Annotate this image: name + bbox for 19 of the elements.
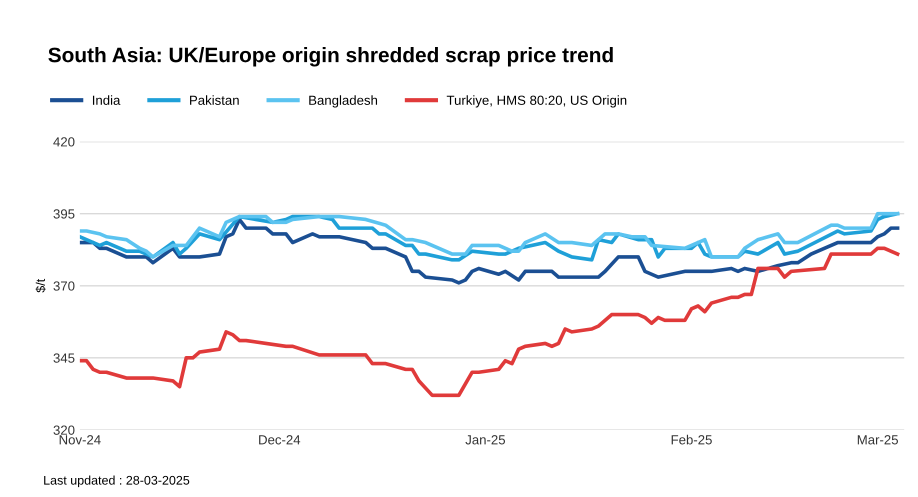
y-tick-label: 345 bbox=[53, 353, 74, 363]
line-series bbox=[80, 218, 900, 285]
text: Last updated : 28-03-2025 bbox=[44, 476, 190, 488]
y-axis-title: $/t bbox=[36, 278, 46, 293]
chart-title: South Asia: UK/Europe origin shredded scrap price trend bbox=[48, 47, 613, 67]
x-tick-label: Dec-24 bbox=[259, 435, 300, 444]
x-tick-label: Feb-25 bbox=[672, 434, 712, 444]
x-tick-label: Nov-24 bbox=[60, 435, 101, 444]
y-tick-label: 320 bbox=[53, 425, 74, 435]
y-tick-label: 395 bbox=[53, 209, 74, 219]
legend-label: Turkiye, HMS 80:20, US Origin bbox=[446, 95, 626, 108]
legend-label: India bbox=[92, 95, 120, 105]
legend-label: Pakistan bbox=[190, 95, 239, 105]
x-tick-label: Jan-25 bbox=[465, 435, 506, 444]
y-tick-label: 420 bbox=[53, 137, 74, 147]
legend-label: Bangladesh bbox=[309, 95, 378, 108]
x-tick-label: Mar-25 bbox=[858, 435, 898, 444]
line-series bbox=[80, 246, 900, 398]
y-tick-label: 370 bbox=[53, 281, 74, 291]
